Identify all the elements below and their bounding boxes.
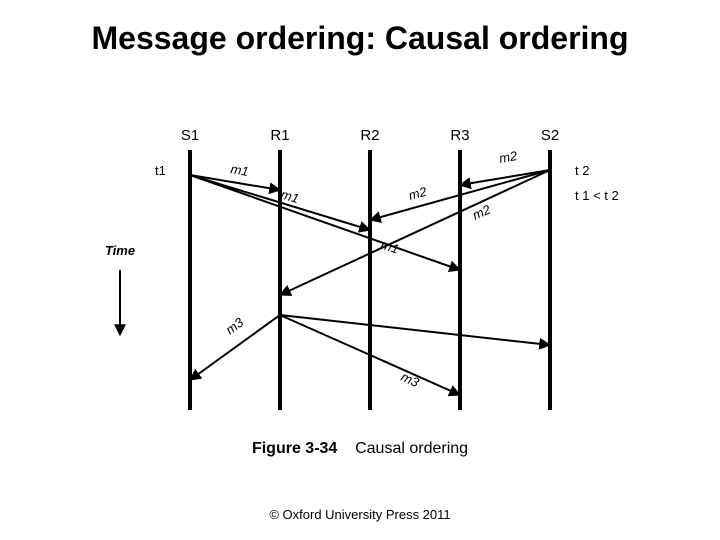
svg-text:S1: S1 bbox=[181, 127, 199, 144]
svg-text:t 2: t 2 bbox=[575, 163, 589, 178]
svg-text:S2: S2 bbox=[541, 127, 559, 144]
figure-caption: Figure 3-34 Causal ordering bbox=[0, 440, 720, 458]
svg-text:m2: m2 bbox=[407, 184, 429, 203]
svg-text:R3: R3 bbox=[450, 127, 469, 144]
figure-label: Figure 3-34 bbox=[252, 440, 337, 457]
svg-text:R2: R2 bbox=[360, 127, 379, 144]
svg-text:t1: t1 bbox=[155, 163, 166, 178]
causal-ordering-diagram: S1R1R2R3S2Timet1t 2t 1 < t 2m1m1m1m2m2m2… bbox=[80, 120, 640, 430]
svg-text:m3: m3 bbox=[223, 314, 247, 337]
svg-text:m1: m1 bbox=[229, 161, 249, 179]
svg-text:R1: R1 bbox=[270, 127, 289, 144]
svg-text:Time: Time bbox=[105, 243, 135, 258]
svg-text:m3: m3 bbox=[399, 369, 422, 390]
svg-text:m2: m2 bbox=[498, 148, 519, 166]
figure-caption-text: Causal ordering bbox=[355, 440, 468, 457]
svg-text:t 1 < t 2: t 1 < t 2 bbox=[575, 188, 619, 203]
copyright-footer: © Oxford University Press 2011 bbox=[0, 507, 720, 522]
page-title: Message ordering: Causal ordering bbox=[0, 20, 720, 57]
